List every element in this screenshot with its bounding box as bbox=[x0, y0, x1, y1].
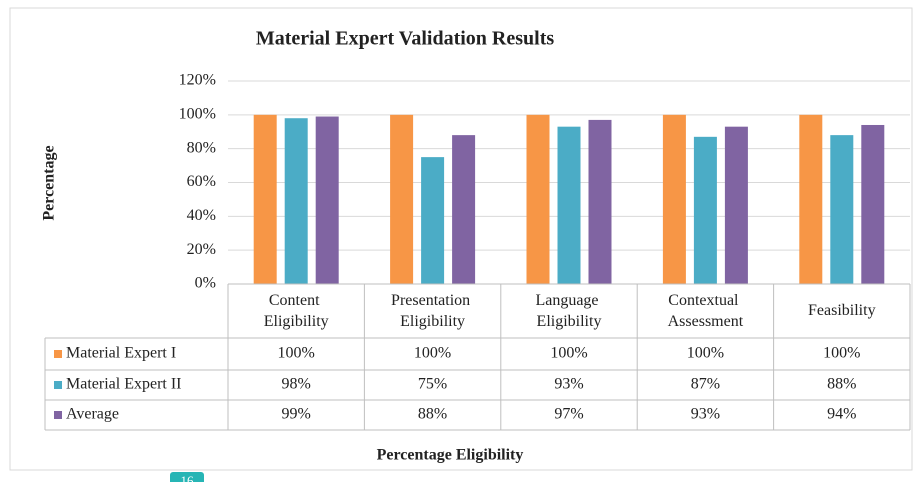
page-badge-text: 16 bbox=[181, 473, 195, 482]
bar bbox=[557, 126, 581, 284]
table-value: 100% bbox=[278, 345, 315, 362]
legend-label: Average bbox=[66, 406, 119, 423]
legend-key bbox=[54, 381, 62, 389]
table-value: 87% bbox=[691, 376, 720, 393]
y-tick-label: 100% bbox=[179, 106, 216, 123]
table-value: 97% bbox=[554, 406, 583, 423]
table-value: 100% bbox=[823, 345, 860, 362]
category-label: Content Eligibility bbox=[264, 292, 329, 330]
bar bbox=[799, 114, 823, 284]
y-tick-label: 40% bbox=[187, 207, 216, 224]
bar bbox=[662, 114, 686, 284]
table-value: 100% bbox=[550, 345, 587, 362]
category-label: Feasibility bbox=[808, 302, 876, 319]
table-value: 88% bbox=[418, 406, 447, 423]
table-value: 93% bbox=[554, 376, 583, 393]
category-label: Language Eligibility bbox=[535, 292, 602, 330]
table-value: 75% bbox=[418, 376, 447, 393]
table-value: 99% bbox=[282, 406, 311, 423]
page-badge bbox=[170, 472, 204, 482]
category-label: Contextual Assessment bbox=[668, 292, 744, 330]
table-value: 100% bbox=[687, 345, 724, 362]
bar bbox=[284, 118, 308, 284]
chart-title: Material Expert Validation Results bbox=[256, 28, 555, 50]
table-value: 93% bbox=[691, 406, 720, 423]
bar bbox=[452, 135, 476, 284]
bar bbox=[526, 114, 550, 284]
y-tick-label: 0% bbox=[195, 275, 216, 292]
y-tick-label: 60% bbox=[187, 173, 216, 190]
legend-key bbox=[54, 411, 62, 419]
bar bbox=[724, 126, 748, 284]
bar bbox=[588, 119, 612, 285]
category-label-text: Feasibility bbox=[808, 302, 876, 319]
legend-key bbox=[54, 350, 62, 358]
y-tick-label: 120% bbox=[179, 72, 216, 89]
bar bbox=[390, 114, 414, 284]
table-value: 98% bbox=[282, 376, 311, 393]
bar bbox=[693, 136, 717, 284]
y-axis-title: Percentage bbox=[41, 145, 58, 220]
x-axis-title: Percentage Eligibility bbox=[377, 447, 524, 464]
table-value: 88% bbox=[827, 376, 856, 393]
legend-label: Material Expert I bbox=[66, 345, 176, 362]
y-tick-label: 80% bbox=[187, 139, 216, 156]
bar bbox=[861, 124, 885, 284]
legend-label: Material Expert II bbox=[66, 376, 182, 393]
table-value: 100% bbox=[414, 345, 451, 362]
table-value: 94% bbox=[827, 406, 856, 423]
bar bbox=[315, 116, 339, 285]
bar bbox=[253, 114, 277, 284]
y-tick-label: 20% bbox=[187, 241, 216, 258]
category-label: Presentation Eligibility bbox=[391, 292, 474, 330]
bar bbox=[421, 157, 445, 284]
bar bbox=[830, 135, 854, 284]
